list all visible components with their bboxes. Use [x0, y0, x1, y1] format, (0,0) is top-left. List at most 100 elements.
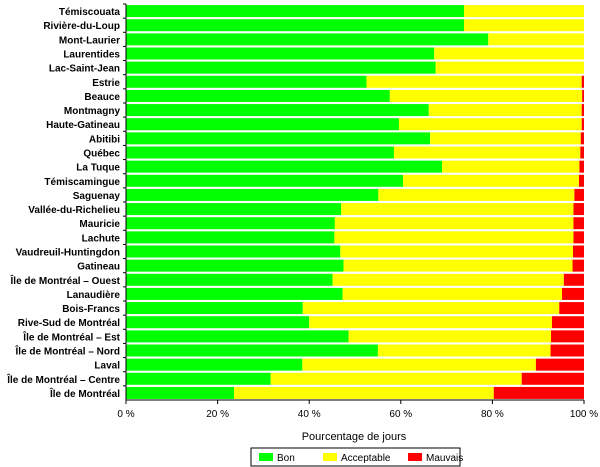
bar-segment-acceptable: [340, 245, 574, 258]
bar-segment-acceptable: [464, 5, 584, 18]
bar-segment-acceptable: [488, 33, 584, 46]
category-label: Rive-Sud de Montréal: [18, 318, 120, 329]
category-label: Beauce: [84, 92, 120, 103]
bar-segment-mauvais: [582, 89, 584, 102]
category-label: Montmagny: [64, 106, 121, 117]
category-label: Laurentides: [63, 50, 120, 61]
bar-segment-mauvais: [521, 372, 584, 385]
category-label: Lachute: [82, 233, 121, 244]
bar-segment-acceptable: [309, 316, 552, 329]
bar-segment-mauvais: [493, 386, 584, 399]
bar-segment-bon: [126, 386, 235, 399]
category-label: Québec: [83, 149, 120, 160]
x-tick-label: 0 %: [117, 409, 134, 420]
bar-segment-mauvais: [579, 160, 584, 173]
category-label: Estrie: [92, 78, 120, 89]
bar-segment-mauvais: [573, 203, 584, 216]
category-label: Haute-Gatineau: [46, 120, 120, 131]
bar-segment-acceptable: [334, 231, 574, 244]
category-label: Saguenay: [73, 191, 121, 202]
legend-swatch-acceptable: [323, 453, 337, 461]
category-label: Île de Montréal – Nord: [15, 345, 120, 358]
bar-segment-acceptable: [343, 259, 573, 272]
bar-segment-acceptable: [342, 287, 563, 300]
bar-segment-mauvais: [580, 132, 584, 145]
category-label: Bois-Francs: [62, 304, 120, 315]
bar-segment-acceptable: [442, 160, 580, 173]
bar-segment-acceptable: [234, 386, 494, 399]
axes-layer: 0 % 20 % 40 % 60 % 80 % 100 %: [117, 3, 598, 420]
x-tick-label: 100 %: [570, 409, 598, 420]
bar-segment-bon: [126, 217, 335, 230]
category-label: Témiscamingue: [44, 177, 120, 188]
legend-swatch-mauvais: [408, 453, 422, 461]
category-label: Témiscouata: [59, 7, 121, 18]
x-tick-label: 60 %: [389, 409, 412, 420]
bar-segment-acceptable: [302, 358, 536, 371]
bar-segment-bon: [126, 287, 343, 300]
bar-segment-bon: [126, 372, 271, 385]
bar-segment-mauvais: [563, 273, 584, 286]
bar-segment-bon: [126, 19, 465, 32]
bar-segment-bon: [126, 146, 394, 159]
bar-segment-bon: [126, 358, 303, 371]
bar-segment-mauvais: [580, 146, 584, 159]
category-label: La Tuque: [76, 163, 120, 174]
bar-segment-mauvais: [581, 75, 584, 88]
bar-segment-mauvais: [581, 118, 584, 131]
bar-segment-acceptable: [428, 104, 582, 117]
legend-label-acceptable: Acceptable: [341, 453, 391, 464]
bars-layer: [126, 5, 584, 399]
bar-segment-bon: [126, 5, 465, 18]
category-label: Lanaudière: [67, 290, 121, 301]
x-axis-label: Pourcentage de jours: [302, 431, 407, 443]
bar-segment-acceptable: [366, 75, 582, 88]
bar-segment-acceptable: [435, 61, 584, 74]
bar-segment-acceptable: [378, 188, 575, 201]
bar-segment-bon: [126, 330, 349, 343]
legend-label-mauvais: Mauvais: [426, 453, 463, 464]
bar-segment-acceptable: [348, 330, 552, 343]
x-tick-label: 80 %: [481, 409, 504, 420]
category-label: Île de Montréal – Ouest: [10, 274, 121, 287]
bar-segment-acceptable: [377, 344, 551, 357]
bar-segment-mauvais: [573, 231, 584, 244]
bar-segment-bon: [126, 203, 342, 216]
category-label: Île de Montréal – Est: [22, 330, 120, 343]
bar-segment-bon: [126, 188, 379, 201]
bar-segment-bon: [126, 245, 341, 258]
x-tick-label: 20 %: [206, 409, 229, 420]
category-label: Gatineau: [77, 262, 120, 273]
bar-segment-mauvais: [573, 217, 584, 230]
bar-segment-mauvais: [550, 344, 584, 357]
bar-segment-mauvais: [551, 330, 584, 343]
bar-segment-acceptable: [332, 273, 564, 286]
bar-segment-bon: [126, 259, 344, 272]
bar-segment-mauvais: [562, 287, 584, 300]
bar-segment-bon: [126, 33, 489, 46]
bar-segment-acceptable: [270, 372, 522, 385]
category-label: Abitibi: [89, 134, 120, 145]
bar-segment-bon: [126, 160, 443, 173]
legend-box: [250, 447, 461, 467]
bar-segment-mauvais: [581, 104, 584, 117]
bar-segment-acceptable: [430, 132, 581, 145]
bar-segment-acceptable: [398, 118, 582, 131]
bar-segment-mauvais: [572, 259, 584, 272]
bar-segment-mauvais: [559, 302, 584, 315]
bar-segment-acceptable: [403, 174, 579, 187]
bar-segment-bon: [126, 47, 435, 60]
bar-segment-mauvais: [574, 188, 584, 201]
category-label: Île de Montréal: [49, 387, 120, 400]
category-label: Vaudreuil-Huntingdon: [16, 248, 120, 259]
legend-swatch-bon: [259, 453, 273, 461]
category-label: Mont-Laurier: [59, 35, 120, 46]
legend: Bon Acceptable Mauvais: [250, 447, 463, 467]
bar-segment-mauvais: [578, 174, 584, 187]
category-label: Rivière-du-Loup: [43, 21, 120, 32]
category-label: Île de Montréal – Centre: [6, 373, 120, 386]
bar-segment-acceptable: [341, 203, 574, 216]
bar-segment-bon: [126, 132, 431, 145]
bar-segment-mauvais: [551, 316, 584, 329]
